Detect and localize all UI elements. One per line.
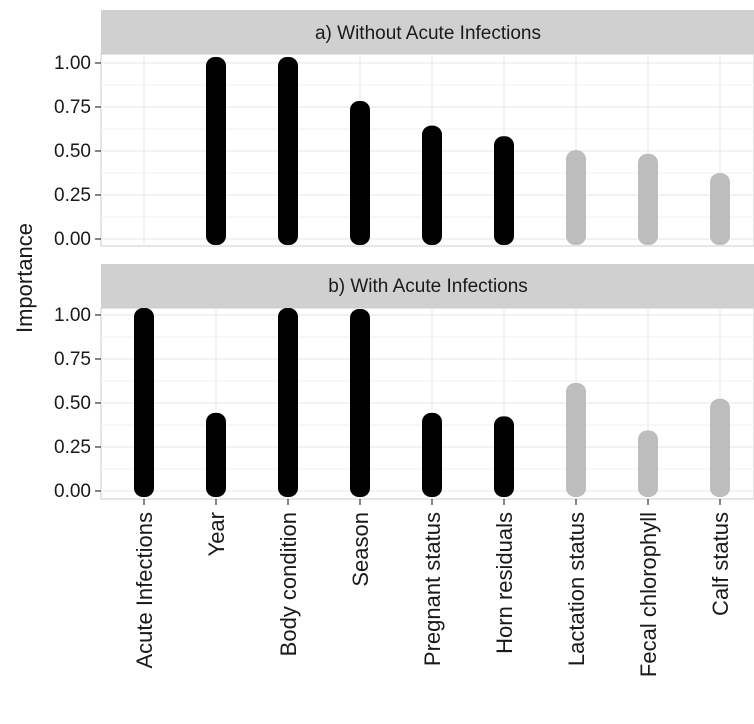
x-tick-label: Horn residuals bbox=[492, 512, 517, 654]
bar-pregnant-status bbox=[422, 412, 442, 497]
panel-a: a) Without Acute Infections 0.00 0.25 0.50… bbox=[54, 10, 754, 250]
x-tick-label: Pregnant status bbox=[420, 512, 445, 666]
y-tick-label: 1.00 bbox=[54, 53, 91, 74]
x-tick-label: Acute Infections bbox=[132, 512, 157, 669]
x-tick-label: Fecal chlorophyll bbox=[636, 512, 661, 677]
y-tick-label: 0.25 bbox=[54, 185, 91, 206]
bar-horn-residuals bbox=[494, 136, 514, 245]
y-tick-label: 0.75 bbox=[54, 349, 91, 370]
y-tick-label: 0.50 bbox=[54, 393, 91, 414]
bar-fecal-chlorophyll bbox=[638, 153, 658, 245]
x-tick-label: Season bbox=[348, 512, 373, 587]
y-tick-label: 0.00 bbox=[54, 229, 91, 250]
x-tick-label: Lactation status bbox=[564, 512, 589, 666]
x-tick-label: Body condition bbox=[276, 512, 301, 656]
bar-pregnant-status bbox=[422, 125, 442, 245]
y-tick-label: 0.00 bbox=[54, 481, 91, 502]
panel-b-y-ticks: 0.00 0.25 0.50 0.75 1.00 bbox=[54, 305, 101, 502]
panel-a-strip bbox=[101, 10, 754, 54]
bar-calf-status bbox=[710, 398, 730, 497]
bar-lactation-status bbox=[566, 382, 586, 497]
panel-b-bars bbox=[134, 308, 730, 497]
x-axis-labels: Acute Infections Year Body condition Season… bbox=[132, 499, 733, 677]
y-tick-label: 0.75 bbox=[54, 97, 91, 118]
panel-a-title: a) Without Acute Infections bbox=[315, 23, 541, 44]
bar-year bbox=[206, 57, 226, 245]
bar-fecal-chlorophyll bbox=[638, 430, 658, 497]
y-axis-title: Importance bbox=[12, 223, 37, 333]
x-tick-label: Calf status bbox=[708, 512, 733, 616]
bar-season bbox=[350, 309, 370, 497]
y-tick-label: 1.00 bbox=[54, 305, 91, 326]
y-tick-label: 0.50 bbox=[54, 141, 91, 162]
panel-b-title: b) With Acute Infections bbox=[328, 276, 528, 297]
bar-body-condition bbox=[278, 57, 298, 245]
bar-year bbox=[206, 412, 226, 497]
bar-acute-infections bbox=[134, 308, 154, 497]
bar-body-condition bbox=[278, 308, 298, 497]
y-tick-label: 0.25 bbox=[54, 437, 91, 458]
panel-b-strip bbox=[101, 264, 754, 308]
panel-a-y-ticks: 0.00 0.25 0.50 0.75 1.00 bbox=[54, 53, 101, 250]
bar-season bbox=[350, 101, 370, 245]
panel-b: b) With Acute Infections 0.00 0.25 0.50 0.7… bbox=[54, 264, 754, 502]
bar-horn-residuals bbox=[494, 416, 514, 497]
bar-lactation-status bbox=[566, 150, 586, 245]
panel-a-bars bbox=[206, 57, 730, 245]
bar-calf-status bbox=[710, 173, 730, 245]
x-tick-label: Year bbox=[204, 512, 229, 556]
